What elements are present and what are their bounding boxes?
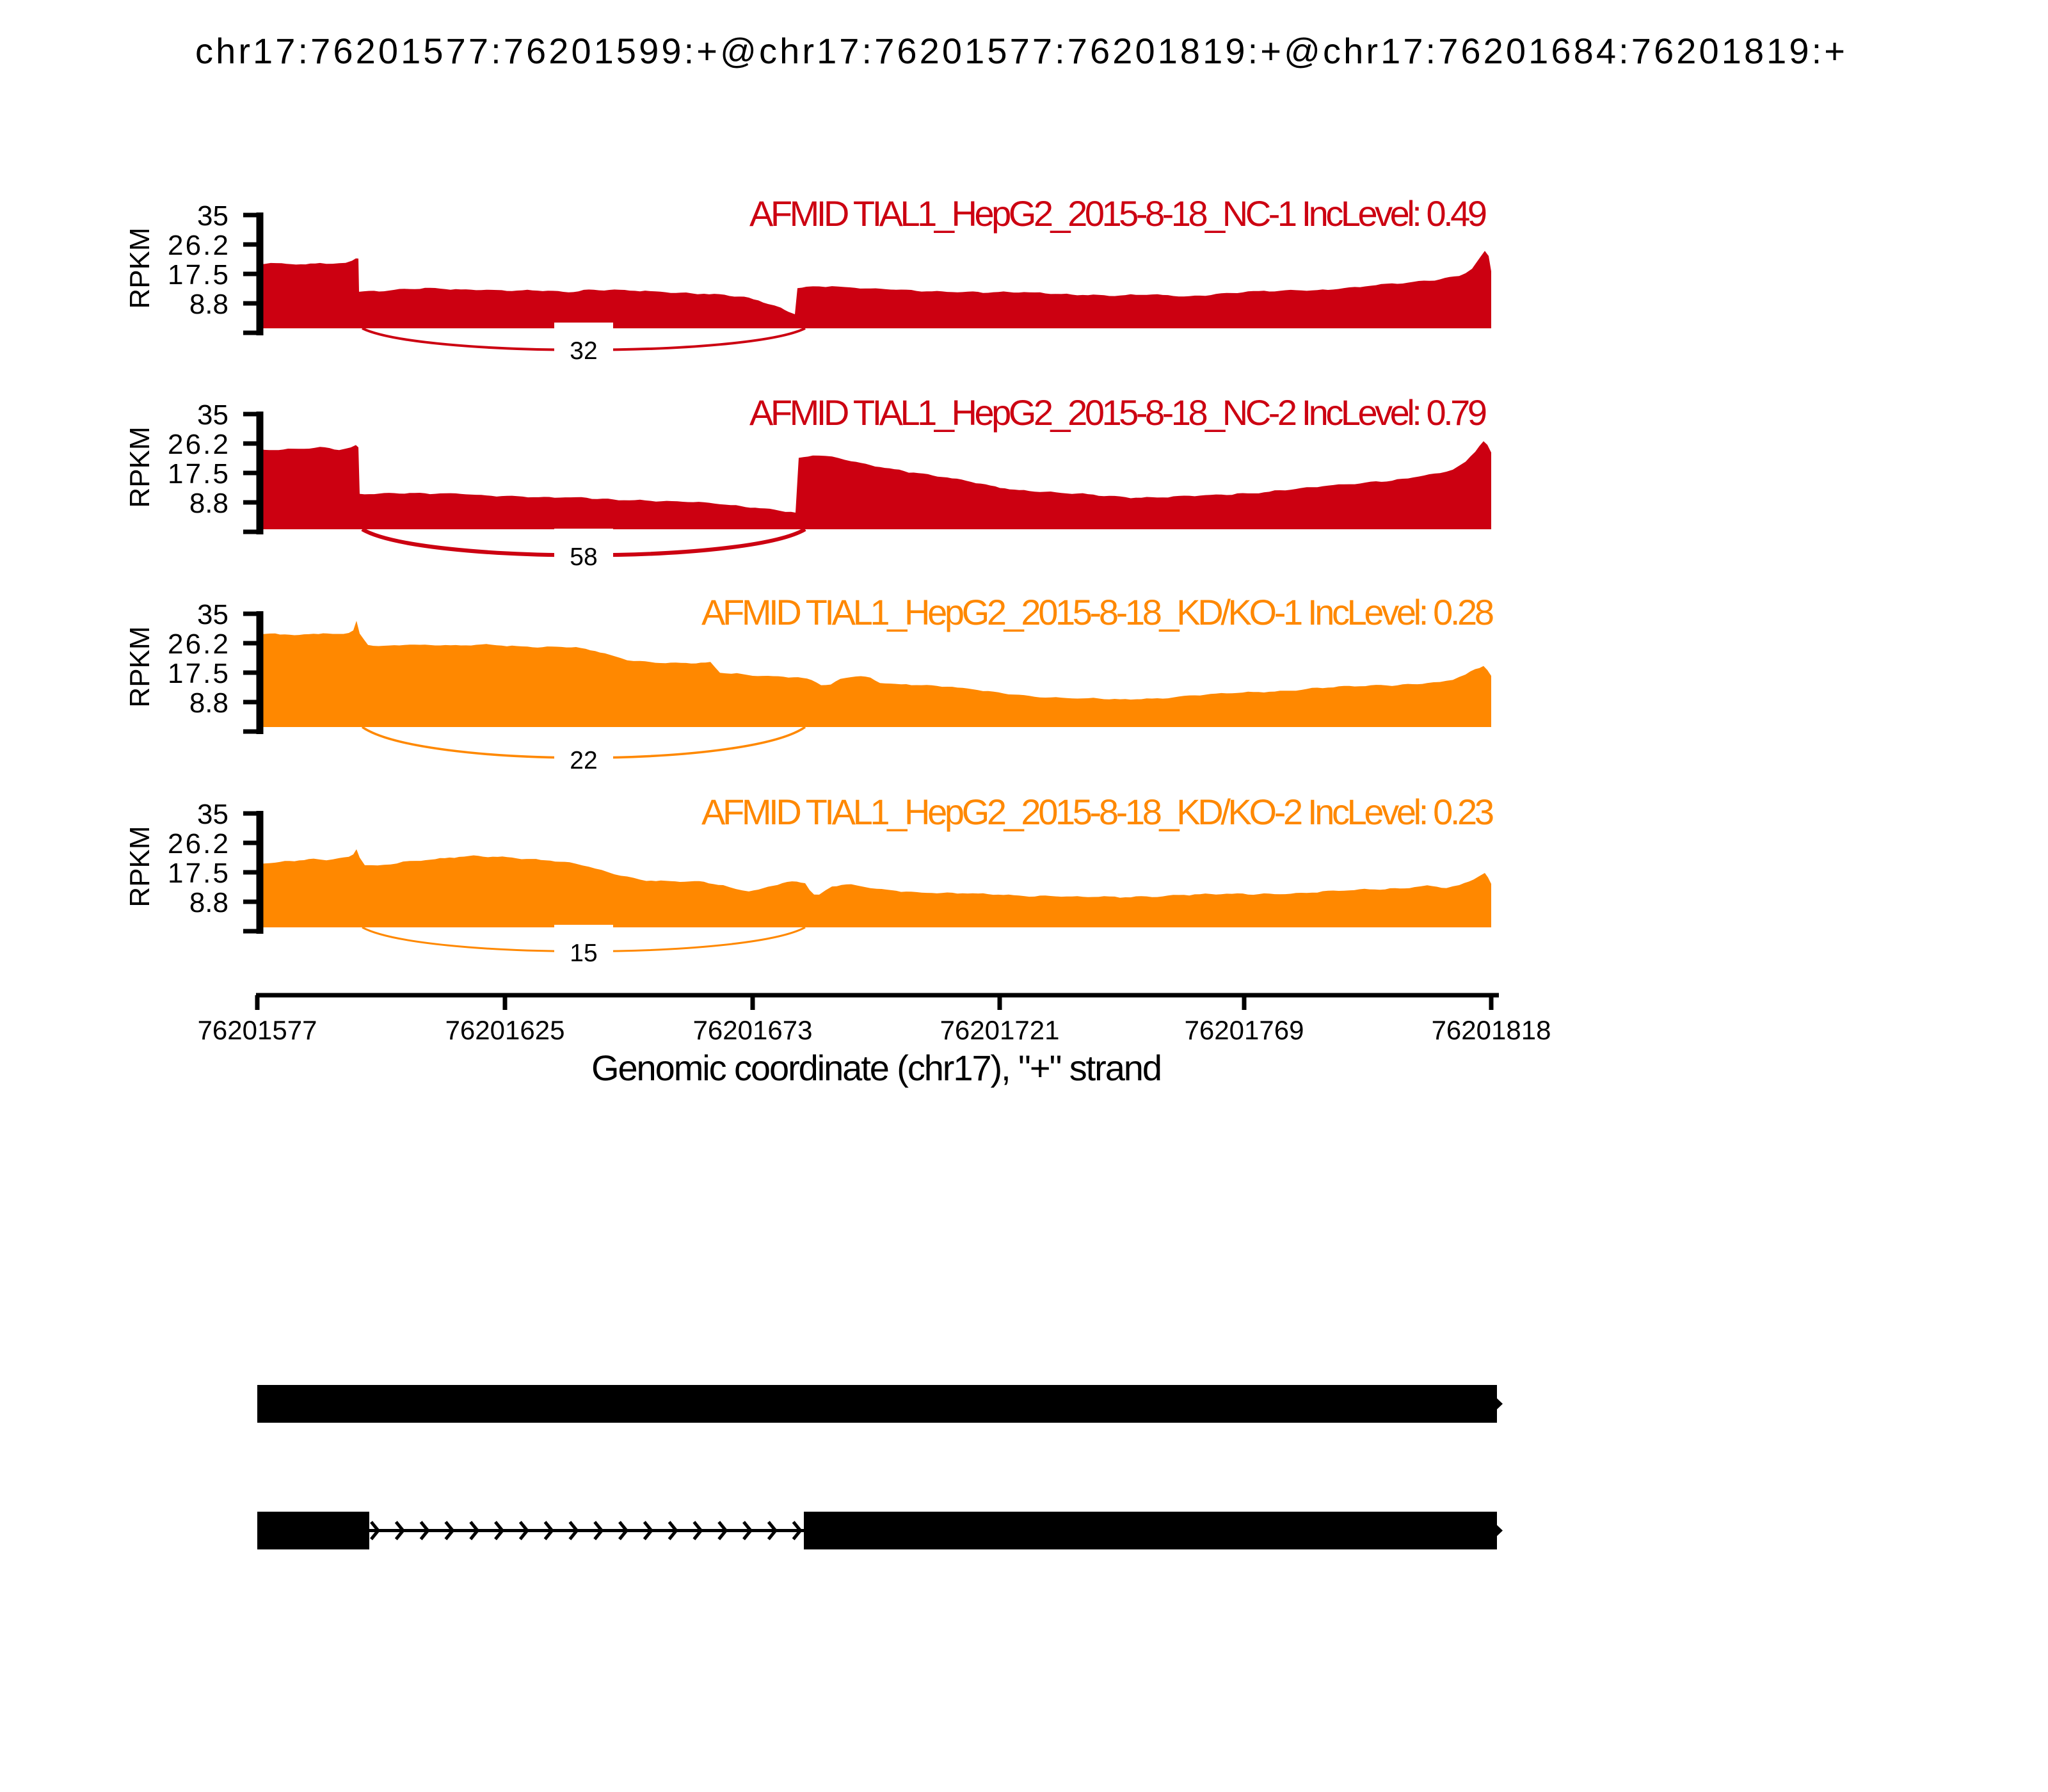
svg-text:35: 35 [197,799,228,830]
svg-text:76201721: 76201721 [940,1015,1060,1045]
svg-text:chr17:76201577:76201599:+@chr1: chr17:76201577:76201599:+@chr17:76201577… [195,31,1845,71]
svg-text:26.2: 26.2 [168,429,228,460]
svg-text:8.8: 8.8 [189,289,228,320]
svg-text:22: 22 [570,747,597,774]
svg-text:AFMID TIAL1_HepG2_2015-8-18_NC: AFMID TIAL1_HepG2_2015-8-18_NC-1 IncLeve… [749,193,1487,234]
svg-text:17.5: 17.5 [168,259,228,291]
svg-text:AFMID TIAL1_HepG2_2015-8-18_KD: AFMID TIAL1_HepG2_2015-8-18_KD/KO-1 IncL… [701,592,1494,632]
svg-text:RPKM: RPKM [124,826,156,907]
svg-text:8.8: 8.8 [189,687,228,719]
svg-text:35: 35 [197,599,228,630]
svg-text:RPKM: RPKM [124,426,156,508]
svg-text:AFMID TIAL1_HepG2_2015-8-18_NC: AFMID TIAL1_HepG2_2015-8-18_NC-2 IncLeve… [749,392,1487,433]
svg-text:8.8: 8.8 [189,887,228,918]
svg-text:26.2: 26.2 [168,828,228,860]
svg-text:Genomic coordinate (chr17), "+: Genomic coordinate (chr17), "+" strand [591,1048,1162,1088]
svg-text:RPKM: RPKM [124,227,156,308]
svg-text:15: 15 [570,940,597,967]
svg-text:76201769: 76201769 [1185,1015,1304,1045]
svg-text:35: 35 [197,399,228,431]
svg-text:32: 32 [570,337,597,365]
svg-text:RPKM: RPKM [124,626,156,707]
svg-text:76201577: 76201577 [198,1015,317,1045]
svg-text:8.8: 8.8 [189,488,228,519]
svg-text:76201818: 76201818 [1432,1015,1551,1045]
svg-text:35: 35 [197,200,228,232]
svg-text:26.2: 26.2 [168,230,228,261]
svg-text:76201625: 76201625 [445,1015,565,1045]
svg-text:17.5: 17.5 [168,858,228,889]
svg-text:17.5: 17.5 [168,458,228,490]
svg-text:58: 58 [570,543,597,571]
svg-text:76201673: 76201673 [693,1015,813,1045]
svg-text:17.5: 17.5 [168,658,228,689]
svg-text:26.2: 26.2 [168,628,228,660]
svg-text:AFMID TIAL1_HepG2_2015-8-18_KD: AFMID TIAL1_HepG2_2015-8-18_KD/KO-2 IncL… [701,792,1494,832]
